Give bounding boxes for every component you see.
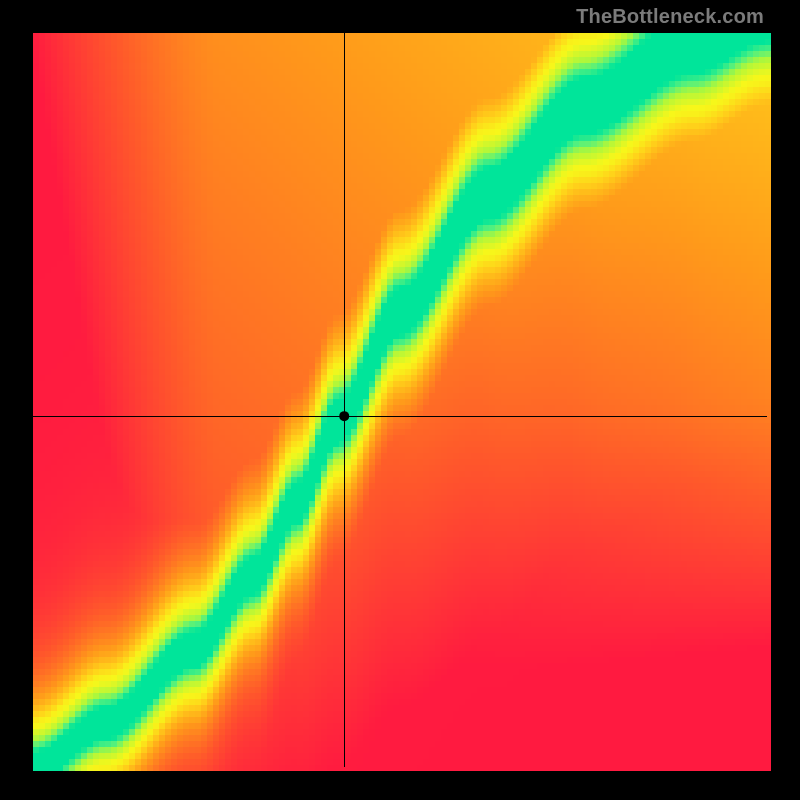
bottleneck-heatmap [0, 0, 800, 800]
chart-container: { "watermark": { "text": "TheBottleneck.… [0, 0, 800, 800]
watermark-text: TheBottleneck.com [576, 6, 764, 29]
